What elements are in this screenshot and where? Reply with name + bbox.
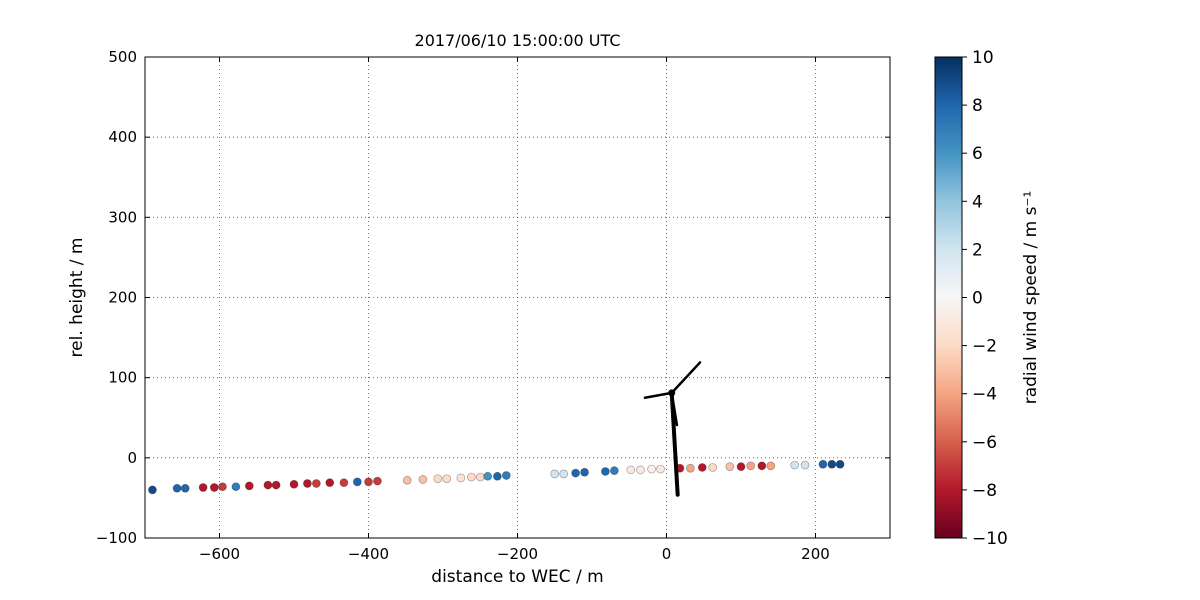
scatter-point	[148, 485, 157, 495]
turbine-hub	[668, 389, 676, 397]
scatter-point	[501, 471, 511, 480]
turbine-tower	[669, 390, 680, 497]
scatter-point	[559, 469, 569, 479]
x-tick-label: −600	[199, 545, 240, 563]
scatter-point	[442, 474, 452, 484]
scatter-point	[364, 477, 373, 487]
scatter-point	[312, 479, 321, 488]
scatter-point	[835, 459, 845, 469]
scatter-point	[647, 464, 656, 474]
colorbar	[934, 56, 963, 539]
y-tick-label: 300	[108, 208, 137, 226]
scatter-point	[433, 474, 443, 484]
scatter-point	[550, 469, 560, 479]
turbine-blade	[670, 361, 702, 395]
scatter-point	[493, 471, 502, 481]
x-tick-label: 200	[801, 545, 830, 563]
colorbar-tick-label: −10	[972, 529, 1008, 549]
scatter-point	[483, 471, 493, 481]
scatter-point	[475, 472, 485, 482]
scatter-point	[725, 462, 735, 472]
scatter-point	[271, 480, 281, 490]
scatter-point	[456, 473, 466, 483]
colorbar-tick-label: −2	[972, 337, 997, 357]
scatter-point	[289, 479, 299, 489]
x-axis-label: distance to WEC / m	[431, 567, 603, 587]
scatter-point	[609, 466, 619, 476]
y-tick-label: −100	[96, 529, 137, 547]
scatter-point	[466, 472, 476, 482]
x-tick-label: −400	[348, 545, 389, 563]
scatter-point	[580, 467, 589, 477]
scatter-point	[571, 468, 580, 478]
scatter-point	[402, 475, 412, 485]
scatter-point	[303, 479, 312, 488]
chart-title: 2017/06/10 15:00:00 UTC	[415, 31, 621, 50]
y-tick-label: 100	[108, 369, 137, 387]
scatter-point	[209, 483, 219, 492]
y-tick-label: 0	[127, 449, 137, 467]
colorbar-tick-label: 6	[972, 144, 983, 164]
scatter-point	[373, 476, 382, 486]
scatter-point	[827, 459, 837, 469]
colorbar-tick-label: −4	[972, 385, 997, 405]
scatter-point	[218, 482, 227, 492]
y-tick-label: 200	[108, 289, 137, 307]
scatter-point	[172, 483, 182, 493]
scatter-point	[757, 461, 767, 471]
y-tick-label: 400	[108, 128, 137, 146]
scatter-point	[736, 462, 746, 472]
scatter-point	[601, 467, 610, 476]
scatter-point	[198, 483, 208, 492]
scatter-point	[708, 463, 718, 472]
scatter-point	[352, 477, 362, 487]
scatter-point	[697, 463, 707, 472]
scatter-point	[818, 459, 828, 469]
scatter-point	[636, 465, 645, 475]
x-tick-label: −200	[497, 545, 538, 563]
colorbar-label: radial wind speed / m s⁻¹	[1021, 191, 1041, 405]
colorbar-tick-label: 8	[972, 96, 983, 116]
y-axis-label: rel. height / m	[67, 238, 87, 358]
scatter-point	[418, 475, 428, 484]
colorbar-tick-label: 2	[972, 240, 983, 260]
colorbar-tick-label: 10	[972, 48, 994, 68]
x-tick-label: 0	[662, 545, 672, 563]
scatter-point	[339, 478, 349, 488]
turbine-blade	[670, 391, 679, 427]
scatter-point	[656, 464, 665, 474]
scatter-point	[626, 465, 636, 475]
scatter-point	[325, 478, 335, 488]
scatter-point	[766, 461, 776, 471]
colorbar-tick-label: 4	[972, 192, 983, 212]
scatter-point	[746, 461, 756, 471]
colorbar-tick-label: 0	[972, 289, 983, 309]
scatter-point	[685, 463, 695, 473]
turbine-blade	[643, 391, 673, 399]
colorbar-tick-label: −8	[972, 481, 997, 501]
scatter-point	[231, 482, 241, 492]
y-tick-label: 500	[108, 48, 137, 66]
scatter-point	[180, 483, 190, 493]
scatter-point	[263, 480, 273, 490]
colorbar-tick-label: −6	[972, 433, 997, 453]
scatter-point	[790, 460, 799, 470]
scatter-point	[800, 460, 810, 470]
scatter-point	[244, 481, 254, 491]
